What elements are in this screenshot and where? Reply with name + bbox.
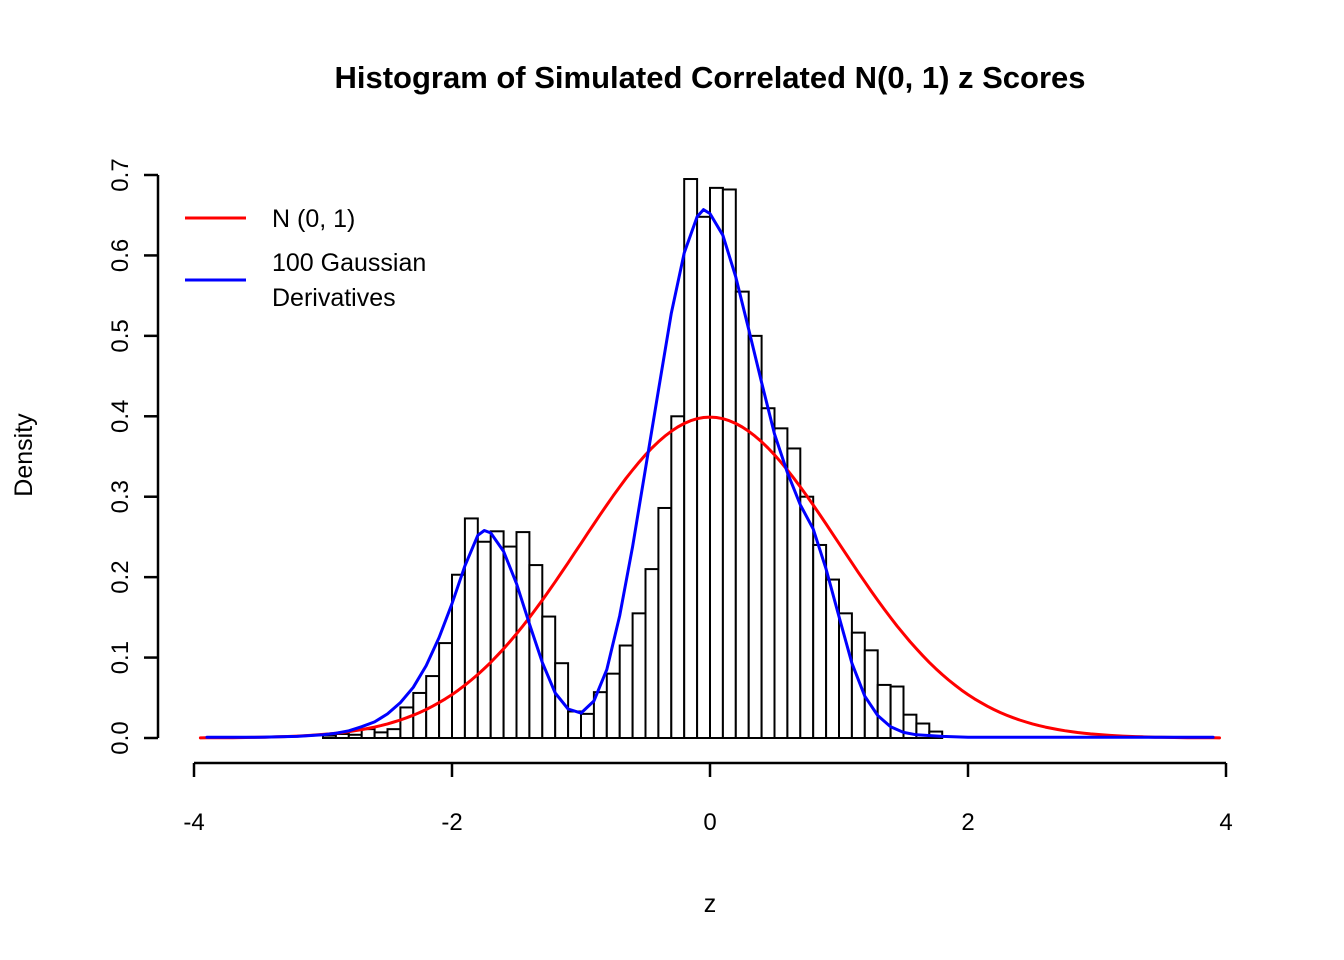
histogram-bars <box>322 178 944 740</box>
histogram-bar <box>825 578 840 739</box>
histogram-bar <box>347 733 363 740</box>
blue-density-curve <box>205 208 1215 739</box>
legend: N (0, 1) 100 Gaussian Derivatives <box>185 205 426 312</box>
histogram-bar <box>863 649 879 740</box>
x-tick-label: -4 <box>183 809 204 836</box>
y-axis-title: Density <box>10 413 38 497</box>
histogram-bar <box>799 495 815 739</box>
histogram-bar <box>580 712 595 739</box>
histogram-bar <box>373 731 389 739</box>
red-normal-curve <box>198 415 1221 740</box>
x-tick-label: 0 <box>703 809 716 836</box>
histogram-bar <box>644 568 660 739</box>
histogram-bar <box>399 706 415 740</box>
histogram-bar <box>734 290 750 739</box>
histogram-bar <box>838 612 853 740</box>
histogram-bar <box>812 543 828 739</box>
histogram-bar <box>670 415 686 739</box>
y-tick-label: 0.2 <box>107 560 134 593</box>
y-tick-label: 0.7 <box>107 158 134 191</box>
histogram-bar <box>876 683 892 739</box>
histogram-bar <box>515 531 531 739</box>
histogram-bar <box>567 710 582 740</box>
histogram-bar <box>683 178 699 739</box>
x-axis: -4 -2 0 2 4 <box>183 761 1233 836</box>
y-tick-label: 0.1 <box>107 641 134 674</box>
y-tick-label: 0.6 <box>107 239 134 272</box>
histogram-bar <box>618 644 634 740</box>
histogram-bar <box>528 564 544 740</box>
legend-label-normal: N (0, 1) <box>272 205 355 233</box>
histogram-bar <box>773 427 789 739</box>
histogram-bar <box>760 407 776 739</box>
histogram-bar <box>747 334 763 739</box>
histogram-bar <box>709 186 724 739</box>
plot-title: Histogram of Simulated Correlated N(0, 1… <box>334 60 1085 95</box>
histogram-bar <box>605 672 621 739</box>
histogram-bar <box>334 732 350 739</box>
histogram-bar <box>489 530 505 739</box>
histogram-bar <box>631 612 647 740</box>
legend-label-gaussian-line1: 100 Gaussian <box>272 249 426 277</box>
y-tick-label: 0.5 <box>107 319 134 352</box>
histogram-bar <box>696 215 711 739</box>
density-curves <box>198 208 1221 740</box>
x-axis-title: z <box>704 890 717 918</box>
histogram-bar <box>889 685 905 740</box>
x-tick-label: 2 <box>961 809 974 836</box>
histogram-bar <box>438 642 454 740</box>
y-tick-label: 0.4 <box>107 400 134 433</box>
y-tick-label: 0.0 <box>107 721 134 754</box>
x-tick-label: 4 <box>1219 809 1232 836</box>
legend-label-gaussian-line2: Derivatives <box>272 284 396 312</box>
histogram-bar <box>850 631 866 740</box>
x-tick-label: -2 <box>441 809 462 836</box>
y-tick-label: 0.3 <box>107 480 134 513</box>
y-axis: 0.0 0.1 0.2 0.3 0.4 0.5 0.6 0.7 <box>107 158 160 755</box>
histogram-bar <box>386 728 402 740</box>
histogram-bar <box>657 506 673 739</box>
histogram-bar <box>476 540 492 739</box>
